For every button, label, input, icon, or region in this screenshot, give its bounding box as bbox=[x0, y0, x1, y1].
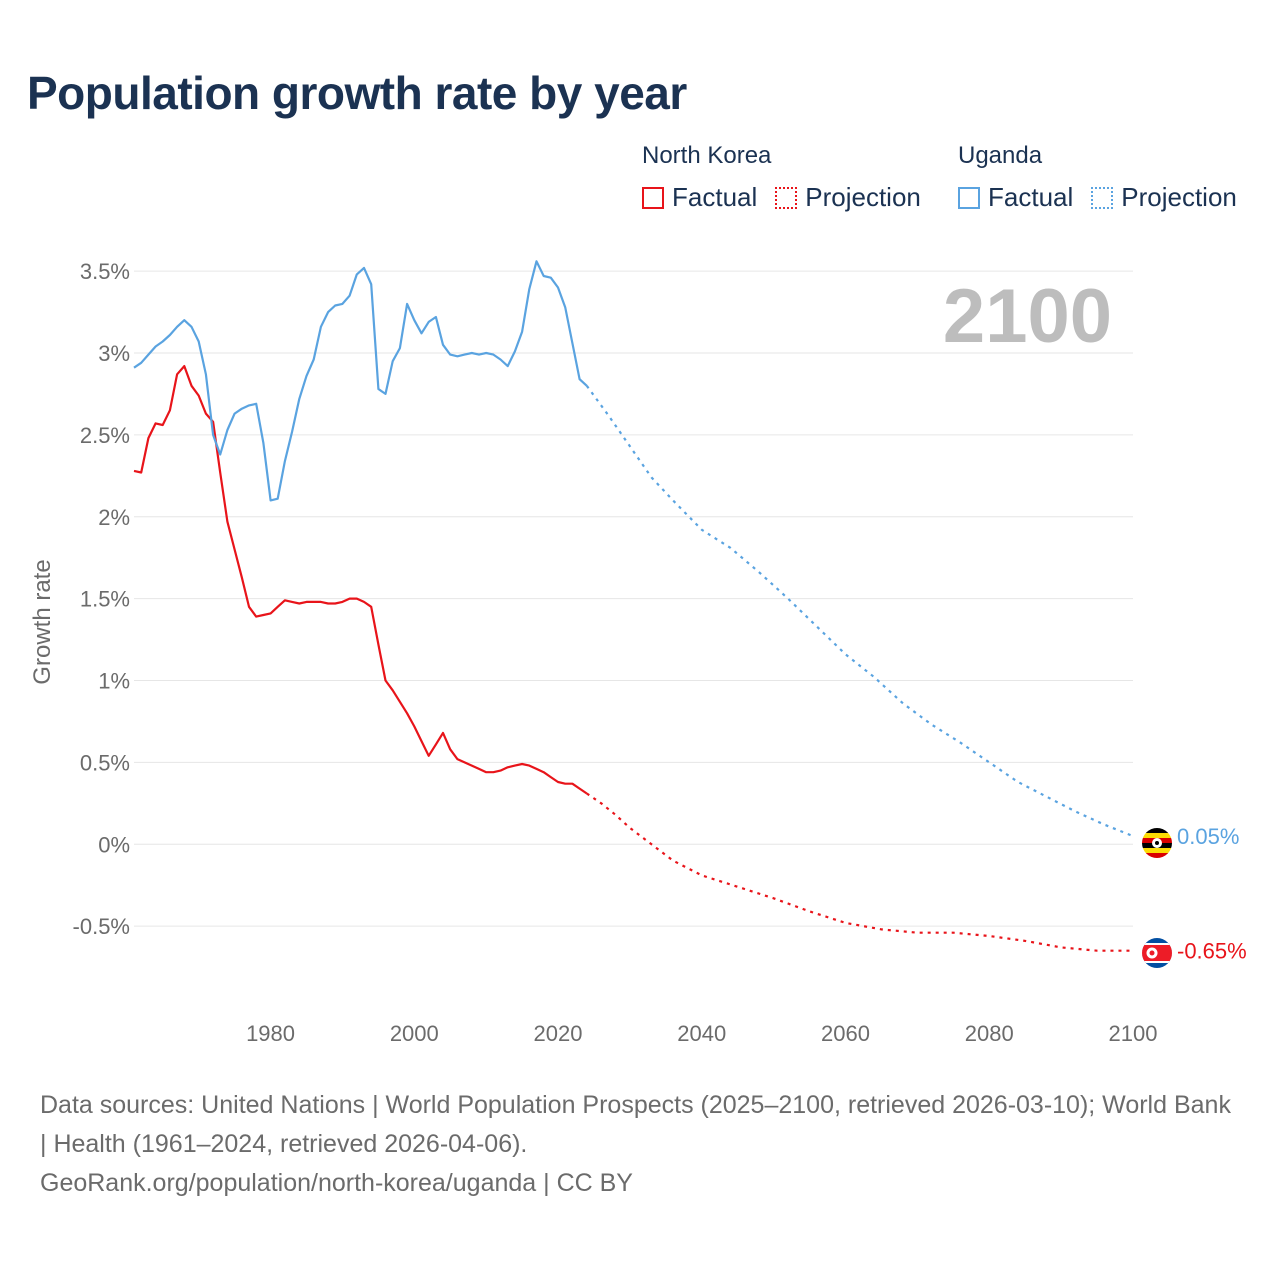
x-tick-label: 1980 bbox=[246, 1021, 295, 1046]
legend-uganda: Uganda Factual Projection bbox=[958, 142, 1237, 213]
legend-label: Projection bbox=[1121, 182, 1237, 212]
credit-link[interactable]: GeoRank.org/population/north-korea/ugand… bbox=[40, 1169, 633, 1197]
x-tick-label: 2000 bbox=[390, 1021, 439, 1046]
legend-group-name: North Korea bbox=[642, 142, 772, 169]
uganda-flag-icon bbox=[1142, 828, 1172, 858]
x-tick-label: 2100 bbox=[1109, 1021, 1158, 1046]
y-tick-label: 1.5% bbox=[80, 587, 130, 612]
north-korea-flag-icon bbox=[1142, 938, 1172, 968]
legend-swatch-solid bbox=[642, 186, 664, 209]
uganda-end-value-label: 0.05% bbox=[1177, 824, 1239, 849]
year-overlay: 2100 bbox=[943, 274, 1112, 359]
legend-north-korea: North Korea Factual Projection bbox=[642, 142, 939, 213]
legend-label: Factual bbox=[672, 182, 758, 212]
legend-label: Projection bbox=[805, 182, 921, 212]
legend-swatch-dotted bbox=[775, 186, 798, 209]
data-sources: Data sources: United Nations | World Pop… bbox=[40, 1091, 1231, 1158]
legend-north-korea-factual[interactable]: Factual bbox=[642, 182, 757, 213]
x-tick-label: 2060 bbox=[821, 1021, 870, 1046]
legend-swatch-solid bbox=[958, 186, 980, 209]
north-korea-projection-line[interactable] bbox=[586, 792, 1133, 952]
x-tick-label: 2080 bbox=[965, 1021, 1014, 1046]
legend-group-name: Uganda bbox=[958, 142, 1043, 169]
uganda-factual-line[interactable] bbox=[133, 260, 588, 502]
legend-label: Factual bbox=[988, 182, 1074, 212]
x-tick-label: 2040 bbox=[677, 1021, 726, 1046]
x-tick-label: 2020 bbox=[534, 1021, 583, 1046]
y-tick-label: 0.5% bbox=[80, 750, 130, 775]
chart-title: Population growth rate by year bbox=[27, 67, 687, 119]
y-tick-label: 3% bbox=[98, 341, 130, 366]
y-tick-label: 3.5% bbox=[80, 259, 130, 284]
y-tick-label: -0.5% bbox=[73, 914, 130, 939]
y-tick-label: 2.5% bbox=[80, 423, 130, 448]
legend-swatch-dotted bbox=[1091, 186, 1114, 209]
legend-uganda-projection[interactable]: Projection bbox=[1091, 182, 1237, 213]
y-tick-label: 2% bbox=[98, 505, 130, 530]
north-korea-factual-line[interactable] bbox=[133, 365, 588, 795]
footer: Data sources: United Nations | World Pop… bbox=[40, 1086, 1240, 1203]
y-axis-title: Growth rate bbox=[29, 559, 56, 684]
legend-uganda-factual[interactable]: Factual bbox=[958, 182, 1073, 213]
y-tick-label: 0% bbox=[98, 832, 130, 857]
uganda-projection-line[interactable] bbox=[585, 385, 1134, 838]
north-korea-end-value-label: -0.65% bbox=[1177, 939, 1247, 964]
y-tick-label: 1% bbox=[98, 669, 130, 694]
legend-north-korea-projection[interactable]: Projection bbox=[775, 182, 921, 213]
